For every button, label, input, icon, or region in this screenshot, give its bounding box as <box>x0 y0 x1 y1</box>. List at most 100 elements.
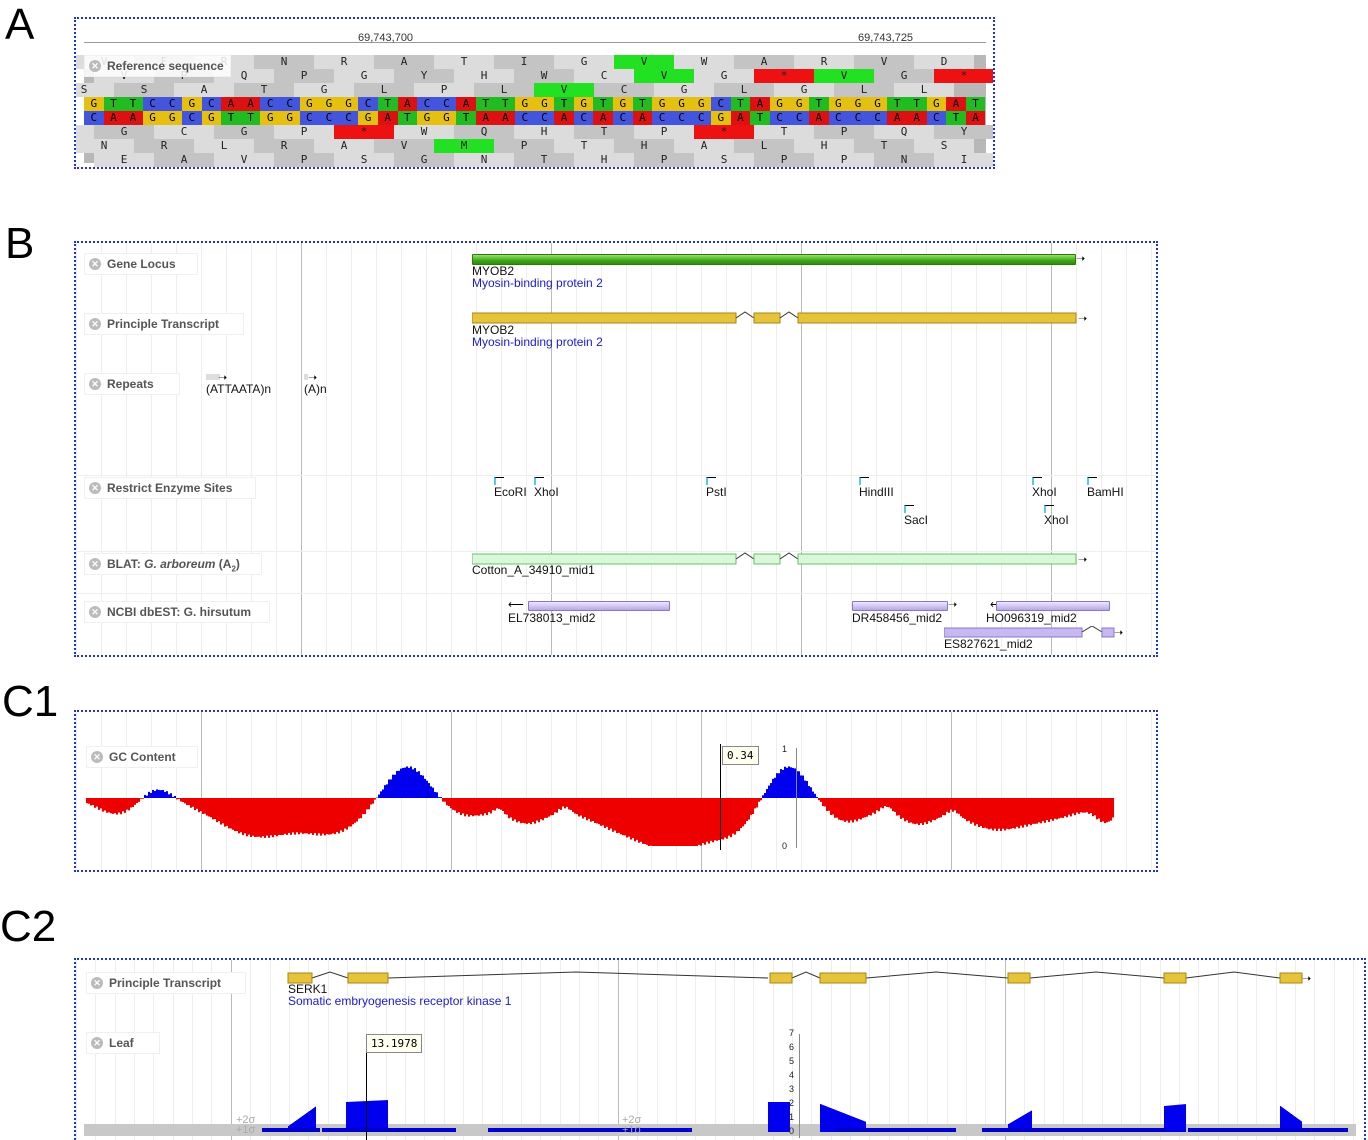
gc-bar <box>930 798 932 823</box>
expression-bar <box>854 1117 855 1132</box>
expression-bar <box>1167 1105 1168 1132</box>
grid-line <box>675 960 677 1140</box>
gc-bar <box>114 798 116 814</box>
gc-bar <box>326 798 328 835</box>
close-icon[interactable]: ✕ <box>91 751 103 763</box>
blat-hit-model[interactable]: ➝ <box>472 551 1092 567</box>
est-model[interactable]: ➝ <box>944 626 1126 640</box>
restriction-site[interactable]: PstI <box>706 477 727 499</box>
repeat-feature[interactable] <box>206 374 220 380</box>
gc-bar <box>438 797 440 798</box>
gc-bar <box>692 798 694 846</box>
close-icon[interactable]: ✕ <box>89 378 101 390</box>
grid-line <box>576 712 577 870</box>
track-label-leaf[interactable]: ✕ Leaf <box>86 1032 160 1054</box>
expression-bar <box>300 1117 301 1132</box>
est-bar[interactable] <box>528 601 670 611</box>
gc-bar <box>954 798 956 811</box>
grid-line <box>551 712 552 870</box>
close-icon[interactable]: ✕ <box>89 318 101 330</box>
gc-bar <box>866 798 868 817</box>
gc-bar <box>344 798 346 829</box>
restriction-site[interactable]: BamHI <box>1087 477 1124 499</box>
grid-line <box>626 243 627 655</box>
grid-line <box>521 960 523 1140</box>
nucleotide: G <box>181 97 202 111</box>
gene-description[interactable]: Myosin-binding protein 2 <box>472 276 603 290</box>
serk1-transcript-model[interactable]: ➝ <box>286 968 1356 988</box>
gc-bar <box>514 798 516 820</box>
gc-bar <box>670 798 672 846</box>
gc-content-plot[interactable] <box>86 736 1116 846</box>
repeat-feature[interactable] <box>304 374 308 380</box>
track-label-repeats[interactable]: ✕ Repeats <box>84 373 180 395</box>
gc-bar <box>616 798 618 834</box>
gene-locus-bar[interactable] <box>472 254 1076 265</box>
expression-bar <box>1022 1115 1023 1132</box>
gc-bar <box>412 769 414 798</box>
restriction-site[interactable]: XhoI <box>1032 477 1057 499</box>
close-icon[interactable]: ✕ <box>89 258 101 270</box>
est-bar[interactable] <box>852 601 948 611</box>
gc-bar <box>548 798 550 817</box>
nucleotide: C <box>201 97 222 111</box>
close-icon[interactable]: ✕ <box>89 606 101 618</box>
close-icon[interactable]: ✕ <box>89 60 101 72</box>
gc-bar <box>996 798 998 832</box>
restriction-site[interactable]: XhoI <box>534 477 559 499</box>
restriction-site[interactable]: XhoI <box>1044 505 1069 527</box>
gc-bar <box>96 798 98 807</box>
gc-bar <box>826 798 828 812</box>
gc-bar <box>190 798 192 808</box>
track-label-ncbi-est[interactable]: ✕ NCBI dbEST: G. hirsutum <box>84 601 270 623</box>
track-label-gene-locus[interactable]: ✕ Gene Locus <box>84 253 198 275</box>
close-icon[interactable]: ✕ <box>89 482 101 494</box>
track-label-gc-content[interactable]: ✕ GC Content <box>86 746 198 768</box>
grid-line <box>176 243 177 655</box>
track-label-principle-transcript[interactable]: ✕ Principle Transcript <box>84 313 244 335</box>
gc-bar <box>546 798 548 818</box>
grid-line <box>1275 960 1277 1140</box>
gc-bar <box>1088 798 1090 814</box>
track-label-reference-sequence[interactable]: ✕ Reference sequence <box>84 55 231 77</box>
gc-bar <box>246 798 248 837</box>
grid-line <box>476 243 477 655</box>
close-icon[interactable]: ✕ <box>91 1037 103 1049</box>
gc-bar <box>264 798 266 838</box>
gc-bar <box>158 789 160 798</box>
transcript-description[interactable]: Myosin-binding protein 2 <box>472 335 603 349</box>
close-icon[interactable]: ✕ <box>91 977 103 989</box>
expression-bar <box>782 1102 783 1132</box>
transcript-model[interactable]: ➝ <box>472 311 1092 327</box>
nucleotide: C <box>260 97 280 111</box>
gc-bar <box>410 766 412 798</box>
grid-line <box>346 960 348 1140</box>
gc-bar <box>420 775 422 798</box>
grid-line <box>801 243 802 655</box>
gene-description[interactable]: Somatic embryogenesis receptor kinase 1 <box>288 994 512 1008</box>
gc-bar <box>488 798 490 813</box>
expression-bar <box>295 1121 296 1132</box>
grid-line <box>482 960 484 1140</box>
track-label-restriction-sites[interactable]: ✕ Restrict Enzyme Sites <box>84 477 256 499</box>
gc-bar <box>680 798 682 846</box>
coverage-segment <box>488 1128 692 1132</box>
expression-bar <box>822 1104 823 1132</box>
expression-bar <box>315 1106 316 1132</box>
gc-bar <box>1078 798 1080 814</box>
grid-line <box>540 960 542 1140</box>
grid-line <box>101 243 102 655</box>
gc-bar <box>462 798 464 814</box>
close-icon[interactable]: ✕ <box>89 558 101 570</box>
track-label-blat[interactable]: ✕ BLAT: G. arboreum (A2) <box>84 553 262 575</box>
restriction-site[interactable]: HindIII <box>859 477 894 499</box>
gc-bar <box>766 788 768 798</box>
track-label-principle-transcript[interactable]: ✕ Principle Transcript <box>86 972 246 994</box>
nucleotide: T <box>887 97 907 111</box>
est-bar[interactable] <box>996 601 1110 611</box>
restriction-site[interactable]: SacI <box>904 505 928 527</box>
restriction-site[interactable]: EcoRI <box>494 477 527 499</box>
leaf-expression-plot[interactable] <box>76 1020 1364 1140</box>
gc-bar <box>654 798 656 846</box>
expression-bar <box>861 1120 862 1132</box>
